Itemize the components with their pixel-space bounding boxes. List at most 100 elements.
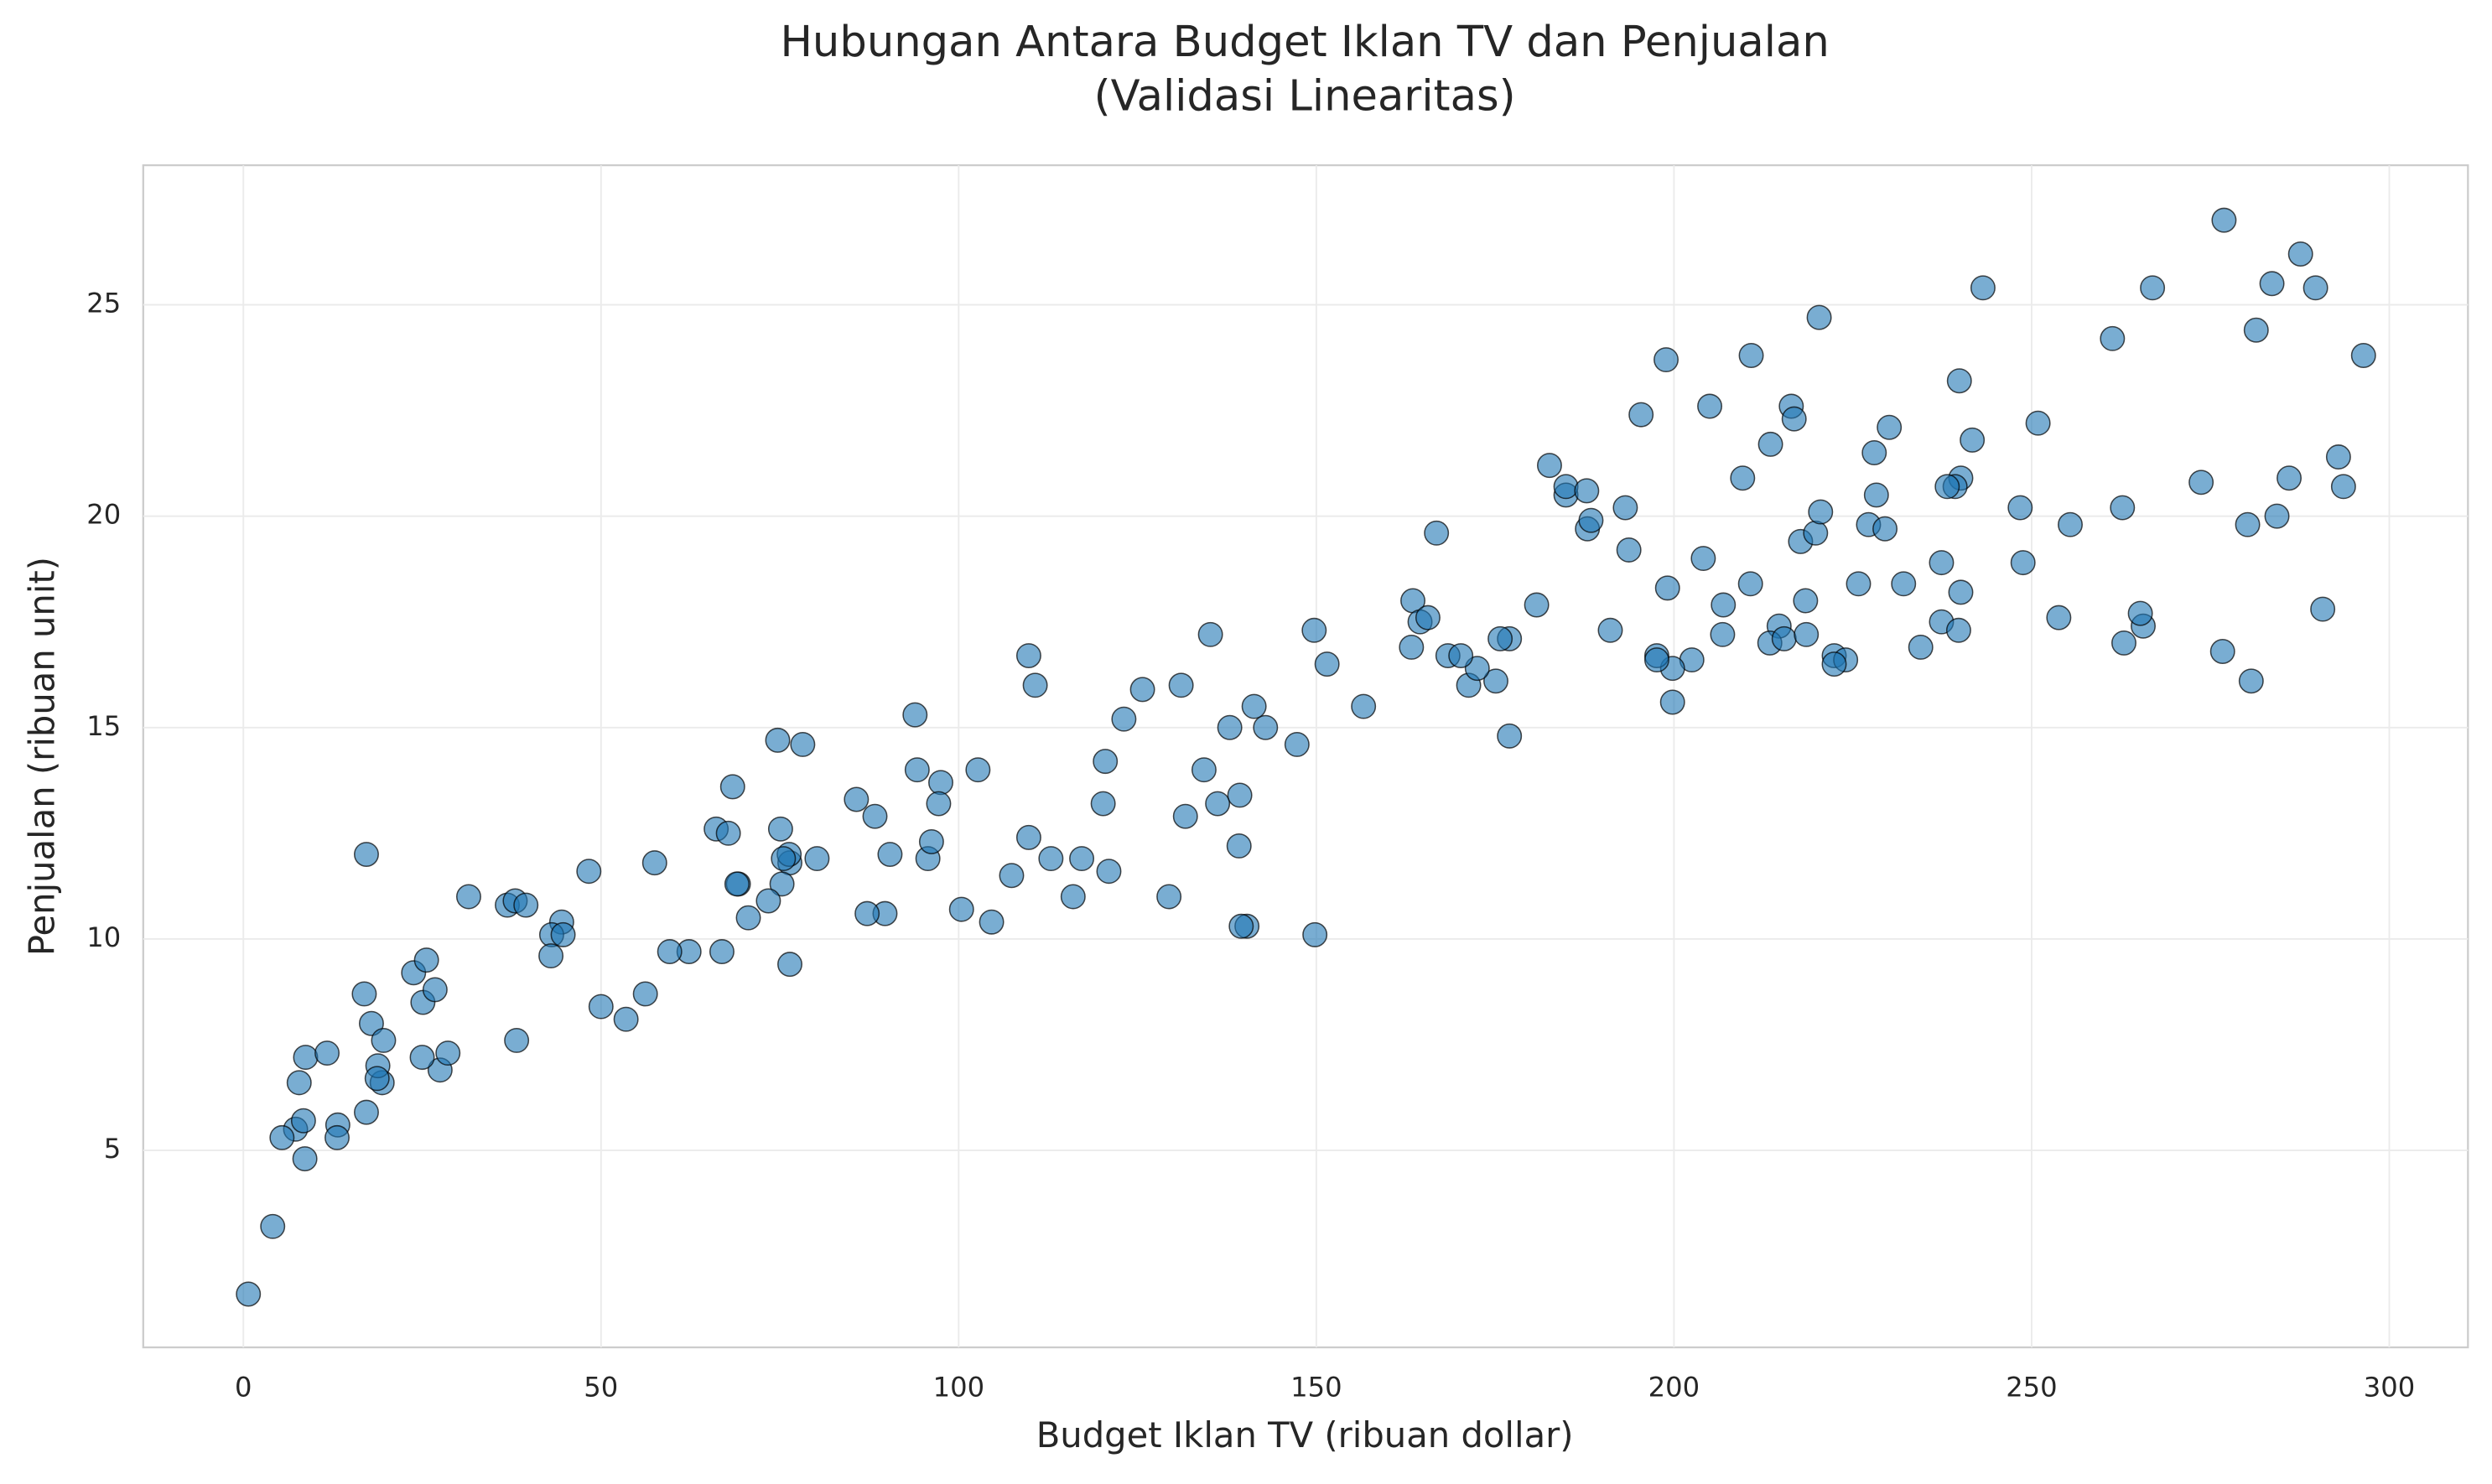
x-tick-label: 50 <box>584 1371 618 1403</box>
point <box>926 791 952 817</box>
point <box>1891 571 1917 597</box>
point <box>719 774 745 800</box>
point <box>777 952 802 978</box>
point <box>364 1066 390 1092</box>
point <box>902 702 928 728</box>
point <box>641 850 667 876</box>
point <box>928 770 953 796</box>
point <box>765 727 791 753</box>
point <box>709 939 735 964</box>
point <box>1690 546 1716 572</box>
point <box>1872 516 1898 542</box>
x-tick-label: 200 <box>1648 1371 1700 1403</box>
point <box>1227 782 1253 808</box>
point <box>1111 706 1137 732</box>
point <box>904 757 930 783</box>
point <box>2140 275 2166 301</box>
point <box>767 816 793 842</box>
point <box>354 1099 379 1125</box>
x-axis-label: Budget Iklan TV (ribuan dollar) <box>1036 1414 1574 1455</box>
point <box>1574 478 1600 504</box>
chart-title: Hubungan Antara Budget Iklan TV dan Penj… <box>780 18 1829 121</box>
point <box>1730 465 1756 491</box>
point <box>293 1045 319 1071</box>
point <box>1069 846 1095 872</box>
point <box>1945 617 1971 643</box>
point <box>1399 634 1425 660</box>
point <box>1711 592 1737 618</box>
point <box>1877 414 1903 440</box>
point <box>513 892 539 918</box>
point <box>1524 592 1550 618</box>
point <box>1015 643 1041 669</box>
point <box>269 1124 295 1150</box>
point <box>2025 410 2051 436</box>
point <box>948 896 974 922</box>
point <box>979 909 1005 935</box>
point <box>1821 651 1847 677</box>
y-tick-label: 10 <box>86 921 121 953</box>
point <box>735 905 761 931</box>
y-tick-label: 5 <box>104 1133 122 1165</box>
point <box>290 1108 316 1134</box>
point <box>2330 474 2356 500</box>
point <box>1757 431 1783 457</box>
y-tick-label: 25 <box>86 287 121 319</box>
point <box>1960 427 1986 453</box>
point <box>1301 617 1327 643</box>
point <box>1168 672 1194 698</box>
y-tick-label: 20 <box>86 499 121 531</box>
point <box>1643 647 1669 673</box>
point <box>755 888 781 914</box>
point <box>2127 600 2153 626</box>
point <box>999 863 1025 889</box>
point <box>236 1281 262 1307</box>
point <box>324 1124 350 1150</box>
point <box>632 981 658 1007</box>
point <box>2100 325 2126 351</box>
point <box>1806 304 1832 330</box>
point <box>550 921 576 947</box>
point <box>1628 402 1654 428</box>
point <box>435 1040 461 1066</box>
point <box>2350 343 2376 368</box>
point <box>1205 791 1231 817</box>
point <box>422 977 448 1003</box>
point <box>1314 651 1340 677</box>
point <box>1536 453 1562 479</box>
point <box>455 884 481 910</box>
point <box>1060 884 1086 910</box>
point <box>965 757 991 783</box>
y-tick-label: 15 <box>86 710 121 742</box>
point <box>1781 406 1807 432</box>
point <box>1861 440 1887 465</box>
point <box>790 731 816 757</box>
point <box>2238 668 2264 694</box>
point <box>409 1045 435 1071</box>
point <box>2310 596 2336 622</box>
point <box>1015 824 1041 850</box>
point <box>1970 275 1996 301</box>
point <box>1929 550 1955 576</box>
point <box>351 981 377 1007</box>
x-tick-label: 0 <box>235 1371 252 1403</box>
point <box>1351 693 1377 719</box>
point <box>504 1027 530 1053</box>
point <box>1697 393 1723 419</box>
point <box>1090 791 1116 817</box>
point <box>1241 693 1267 719</box>
point <box>1253 714 1279 740</box>
point <box>1659 689 1685 715</box>
point <box>1284 731 1310 757</box>
point <box>2209 639 2235 664</box>
point <box>724 871 750 897</box>
point <box>314 1040 340 1066</box>
point <box>1771 625 1797 651</box>
point <box>1737 571 1763 597</box>
point <box>2110 495 2136 521</box>
point <box>1934 474 1960 500</box>
point <box>1612 495 1638 521</box>
point <box>371 1027 397 1053</box>
point <box>844 786 870 812</box>
point <box>1794 621 1820 647</box>
